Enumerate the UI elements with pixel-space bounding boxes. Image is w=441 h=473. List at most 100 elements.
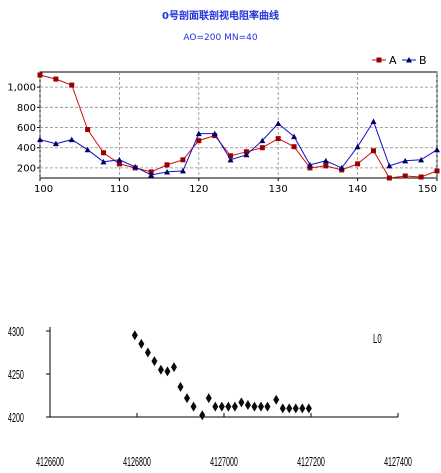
data-point-B [164,168,171,175]
x-tick-label: 150 [418,184,437,195]
data-point-B [275,120,282,126]
x-tick-label: 4127200 [297,456,325,470]
data-point-B [354,143,361,150]
data-point-A [196,138,202,144]
y-tick-label: 600 [17,123,36,134]
chart-title: 0号剖面联剖视电阻率曲线 [162,11,279,22]
data-point-B [402,157,409,164]
data-point-A [275,136,281,142]
data-point-B [434,146,440,153]
data-point [212,401,219,412]
legend-marker-B [406,57,412,63]
data-point [131,330,138,341]
y-tick-label: 1,000 [7,83,36,94]
data-point [184,393,191,404]
data-point-A [307,165,313,171]
legend-marker-A [376,57,382,63]
data-point [238,397,245,408]
data-point-B [243,151,250,158]
data-point-B [84,146,91,153]
data-point [279,403,286,414]
data-point [299,403,306,414]
data-point-B [227,156,234,163]
data-point [251,401,258,412]
data-point-B [386,162,393,169]
x-tick-label: 120 [189,184,208,195]
series-line-B [39,120,438,176]
data-point [151,356,158,367]
data-point-B [148,171,155,178]
x-tick-label: 4126600 [36,456,64,470]
data-point-A [85,127,91,133]
data-point-B [370,118,377,124]
data-point-A [101,150,107,156]
data-point-B [100,158,107,165]
data-point-B [338,164,345,171]
data-point-A [148,169,154,175]
data-point [286,403,293,414]
data-point-A [164,162,170,168]
data-point [292,403,299,414]
series-line-A [39,74,438,179]
x-tick-label: 4126800 [123,456,151,470]
data-point-B [322,157,329,164]
chart-subtitle: AO=200 MN=40 [183,33,258,43]
data-point [231,401,238,412]
data-point-B [211,130,218,137]
data-point-A [228,153,234,159]
data-point [164,366,171,377]
data-point-B [418,156,425,163]
data-point [205,393,212,404]
data-point [218,401,225,412]
y-tick-label: 800 [17,103,36,114]
data-point-A [116,161,122,167]
x-tick-label: 4127000 [210,456,238,470]
data-point-A [434,168,440,174]
data-point-A [370,148,376,154]
data-point-B [52,140,59,147]
data-point [177,381,184,392]
data-point-A [53,76,59,82]
data-point-B [37,136,43,143]
data-point-B [195,130,202,137]
data-point-B [68,136,75,143]
data-point [144,347,151,358]
y-tick-label: 200 [17,163,36,174]
data-point [157,364,164,375]
resistivity-line-chart: 200 400 600 800 1,000 100 110 120 130 140 150 A B [7,54,440,195]
data-point-A [259,145,265,151]
data-point-B [306,161,313,168]
x-tick-label: 100 [34,184,53,195]
data-point-A [323,163,329,169]
data-point [244,399,251,410]
legend-label-A: A [389,54,397,67]
data-point-A [37,72,43,78]
data-point-B [259,137,266,144]
data-point-A [418,174,424,180]
legend-label-B: B [419,54,427,67]
data-point-B [179,167,186,174]
data-point [225,401,232,412]
data-point-A [355,161,361,167]
data-point [305,403,312,414]
x-tick-label: 140 [348,184,367,195]
data-point [170,362,177,373]
data-point [190,401,197,412]
y-tick-label: 4200 [8,412,24,426]
x-tick-label: 130 [269,184,288,195]
data-point-A [180,157,186,163]
data-point-A [386,175,392,181]
data-point [257,401,264,412]
data-point-A [69,82,75,88]
data-point [273,394,280,405]
series-label: L0 [373,332,382,347]
data-point [138,338,145,349]
data-point-B [291,133,298,140]
x-tick-label: 4127400 [384,456,412,470]
data-point-B [132,163,139,170]
y-tick-label: 400 [17,143,36,154]
data-point-B [116,156,123,163]
data-point-A [402,173,408,179]
y-tick-label: 4300 [8,326,24,340]
